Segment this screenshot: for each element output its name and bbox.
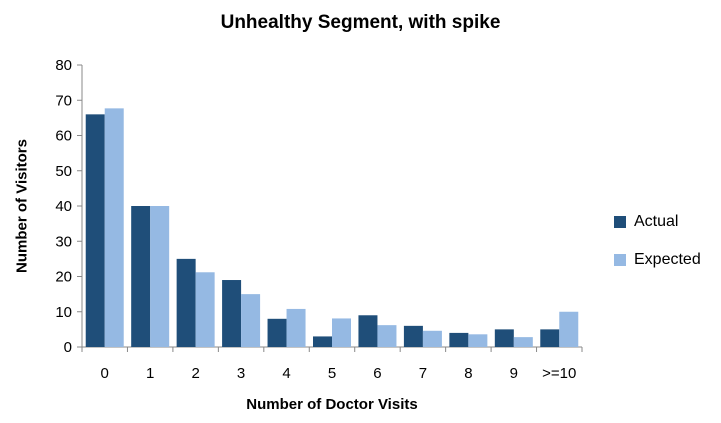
- x-tick-label: 9: [510, 365, 518, 382]
- legend-swatch-expected: [614, 254, 626, 266]
- bar-expected-1: [150, 206, 170, 347]
- x-tick-label: 7: [419, 365, 427, 382]
- y-axis-label: Number of Visitors: [13, 139, 31, 273]
- x-tick-label: 2: [191, 365, 199, 382]
- bar-expected-8: [468, 334, 488, 347]
- x-axis-label: Number of Doctor Visits: [246, 396, 418, 413]
- y-tick-label: 80: [55, 57, 72, 74]
- x-tick-label: 6: [373, 365, 381, 382]
- x-tick-label: 1: [146, 365, 154, 382]
- bar-actual-10: [540, 329, 560, 347]
- bar-expected-10: [559, 311, 579, 347]
- y-tick-label: 70: [55, 92, 72, 109]
- y-tick-label: 50: [55, 163, 72, 180]
- legend: Actual Expected: [614, 212, 701, 288]
- bar-actual-7: [403, 325, 423, 347]
- legend-label-expected: Expected: [634, 251, 701, 268]
- x-tick-label: 8: [464, 365, 472, 382]
- legend-item-actual: Actual: [614, 212, 701, 232]
- x-tick-label: 5: [328, 365, 336, 382]
- y-tick-label: 10: [55, 304, 72, 321]
- bar-expected-7: [422, 330, 442, 347]
- bar-expected-2: [195, 272, 215, 347]
- bar-expected-3: [241, 294, 261, 347]
- bar-actual-8: [449, 332, 469, 347]
- bar-actual-5: [313, 336, 332, 347]
- bar-actual-2: [176, 258, 196, 347]
- bar-actual-4: [267, 318, 287, 347]
- legend-swatch-actual: [614, 216, 626, 228]
- bar-expected-9: [513, 337, 533, 347]
- bar-actual-6: [358, 315, 378, 347]
- x-tick-label: >=10: [542, 365, 576, 382]
- bar-expected-4: [286, 308, 306, 347]
- bar-expected-6: [377, 325, 397, 347]
- y-tick-label: 60: [55, 128, 72, 145]
- x-tick-label: 3: [237, 365, 245, 382]
- y-tick-label: 40: [55, 198, 72, 215]
- x-tick-label: 0: [101, 365, 109, 382]
- y-tick-label: 20: [55, 269, 72, 286]
- chart-title: Unhealthy Segment, with spike: [220, 12, 501, 33]
- bar-expected-5: [332, 318, 351, 347]
- legend-label-actual: Actual: [634, 213, 679, 230]
- bar-actual-0: [85, 114, 105, 347]
- bar-actual-3: [222, 280, 242, 347]
- y-tick-label: 0: [64, 339, 72, 356]
- y-tick-label: 30: [55, 233, 72, 250]
- bar-expected-0: [104, 108, 124, 347]
- bar-actual-9: [494, 329, 514, 347]
- bar-actual-1: [131, 206, 151, 347]
- x-tick-label: 4: [282, 365, 290, 382]
- legend-item-expected: Expected: [614, 250, 701, 270]
